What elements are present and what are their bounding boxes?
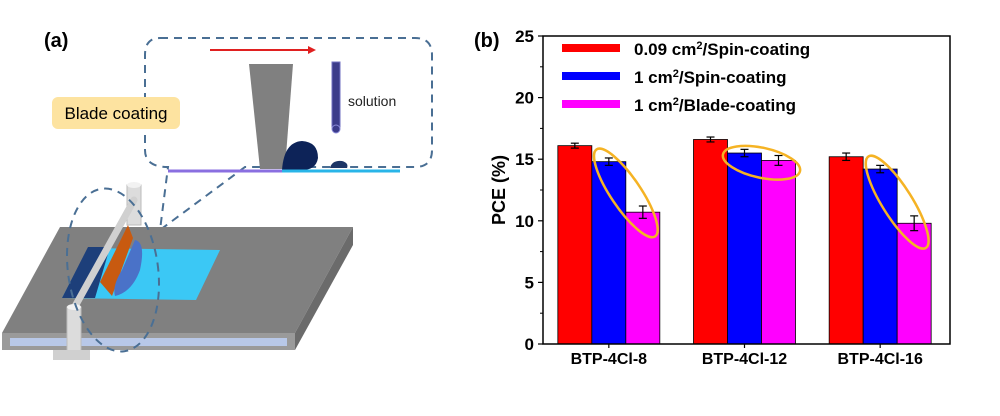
blade-3d-icon: [100, 225, 133, 296]
y-axis-label: PCE (%): [489, 155, 509, 225]
bar-2-btp-4cl-8: [591, 161, 627, 345]
blade-icon: [249, 64, 293, 169]
legend-swatch: [562, 100, 620, 108]
y-tick-label: 20: [515, 89, 534, 108]
x-tick-label: BTP-4Cl-16: [837, 351, 922, 368]
coater-bed-side: [295, 227, 353, 350]
pce-bar-chart: (b) BTP-4Cl-8 BTP-4Cl-12 BTP-4Cl-16 0 5 10 15 2…: [470, 0, 1000, 411]
legend-label: 0.09 cm2/Spin-coating: [634, 40, 810, 59]
y-tick-label: 5: [525, 273, 534, 292]
y-tick-label: 15: [515, 150, 534, 169]
panel-a-label: (a): [44, 30, 68, 52]
pipette-tip-icon: [331, 124, 341, 134]
bar-1-btp-4cl-12: [693, 139, 728, 345]
bar-3-btp-4cl-16: [896, 222, 932, 345]
y-tick-label: 25: [515, 27, 534, 46]
solution-droplet-icon: [330, 160, 348, 168]
blade-coating-label-box: [52, 97, 180, 129]
solution-label: solution: [348, 93, 396, 109]
bar-3-btp-4cl-8: [625, 211, 661, 345]
bar-1-btp-4cl-16: [828, 156, 864, 345]
callout-dashed-box: [144, 37, 433, 233]
highlight-ellipse: [592, 147, 659, 239]
panel-b-label: (b): [474, 30, 500, 52]
blade-arm: [69, 196, 138, 314]
legend-swatch: [562, 72, 620, 80]
direction-arrow-head-icon: [308, 46, 316, 54]
schematic-svg: (a) Blade coating solution: [2, 30, 433, 360]
blade-coating-schematic: (a) Blade coating solution: [0, 0, 470, 411]
blade-coating-label: Blade coating: [64, 104, 167, 123]
bar-2-btp-4cl-12: [727, 152, 762, 345]
y-tick-label: 10: [515, 212, 534, 231]
legend-label: 1 cm2/Blade-coating: [634, 96, 796, 115]
highlight-ellipse: [864, 154, 930, 250]
highlight-ellipse: [721, 144, 802, 181]
legend-label: 1 cm2/Spin-coating: [634, 68, 787, 87]
pipette-icon: [331, 61, 341, 128]
bar-3-btp-4cl-12: [761, 160, 796, 345]
y-tick-label: 0: [525, 335, 534, 354]
legend: 0.09 cm2/Spin-coating 1 cm2/Spin-coating 1…: [562, 40, 810, 115]
solution-3d-icon: [114, 240, 143, 296]
post-cap-front: [67, 304, 81, 310]
zoom-region-ellipse: [65, 187, 161, 353]
bar-2-btp-4cl-16: [862, 168, 898, 345]
x-tick-label: BTP-4Cl-12: [702, 351, 787, 368]
post-cap-back: [127, 182, 141, 188]
bar-1-btp-4cl-8: [557, 145, 593, 345]
upright-post-front: [66, 306, 82, 352]
legend-swatch: [562, 44, 620, 52]
coater-bed-rail: [10, 338, 287, 346]
x-tick-label: BTP-4Cl-8: [571, 351, 648, 368]
solution-meniscus-icon: [282, 141, 318, 170]
chart-svg: (b) BTP-4Cl-8 BTP-4Cl-12 BTP-4Cl-16 0 5 10 15 2…: [474, 27, 951, 368]
post-base: [53, 350, 90, 360]
